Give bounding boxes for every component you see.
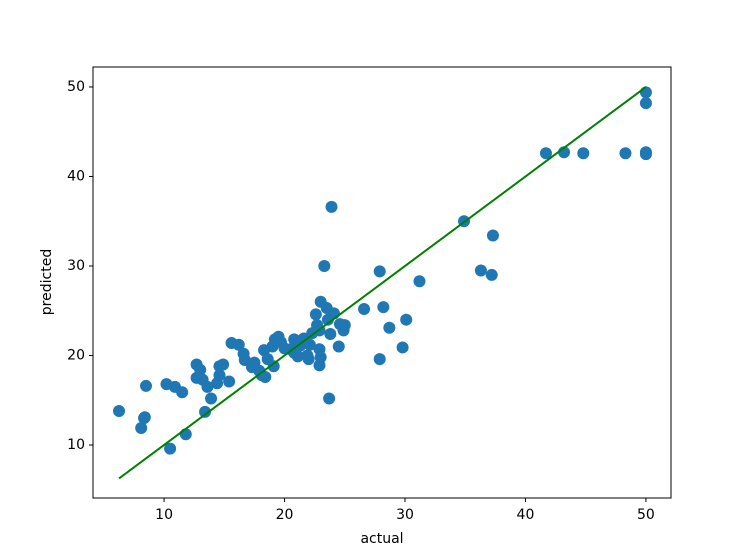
point [400,313,413,326]
y-tick-label: 30 [67,258,85,274]
point [164,442,177,455]
point [377,301,390,314]
x-tick-label: 50 [637,507,655,523]
point [259,370,272,383]
point [474,264,487,277]
plot-frame [92,66,672,499]
x-tick-label: 40 [517,507,535,523]
point [205,392,218,405]
point [619,147,632,160]
point [213,369,226,382]
y-tick-label: 10 [67,437,85,453]
point [485,268,498,281]
point [383,321,396,334]
y-tick-label: 40 [67,168,85,184]
point [324,328,337,341]
x-tick-label: 20 [276,507,294,523]
point [138,411,151,424]
point [639,97,652,110]
point [313,359,326,372]
x-tick-label: 30 [396,507,414,523]
point [267,360,280,373]
point [199,405,212,418]
point [176,386,189,399]
point [396,341,409,354]
x-axis-label: actual [360,531,403,547]
point [318,259,331,272]
reference-line [118,86,647,480]
point [486,229,499,242]
point [135,422,148,435]
point [332,340,345,353]
y-axis-label: predicted [39,249,55,315]
point [223,375,236,388]
point [577,147,590,160]
point [373,353,386,366]
point [302,353,315,366]
point [303,338,316,351]
point [639,148,652,161]
point [291,350,304,363]
point [309,308,322,321]
x-tick-label: 10 [155,507,173,523]
point [217,358,230,371]
point [325,200,338,213]
point [140,379,153,392]
point [539,147,552,160]
point [113,404,126,417]
point [358,302,371,315]
point [373,265,386,278]
y-tick-label: 50 [67,79,85,95]
point [323,392,336,405]
point [201,380,214,393]
point [413,275,426,288]
point [232,338,245,351]
y-tick-label: 20 [67,347,85,363]
point [338,319,351,332]
